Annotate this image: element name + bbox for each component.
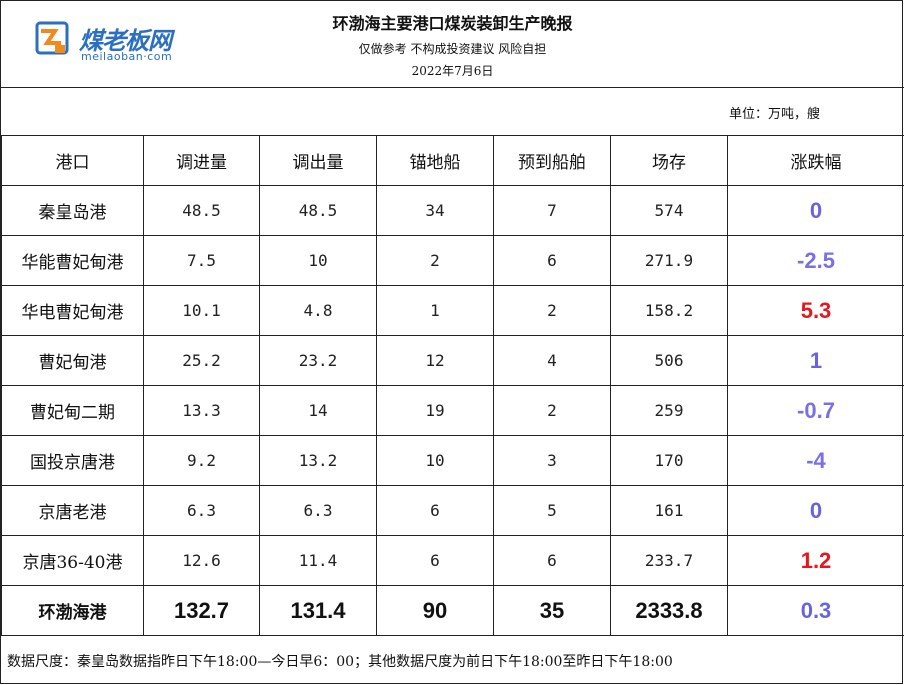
expected-cell: 6 xyxy=(493,235,611,286)
expected-cell: 3 xyxy=(493,435,611,486)
in-cell: 13.3 xyxy=(143,385,260,436)
stock-cell: 574 xyxy=(610,185,728,236)
out-cell: 6.3 xyxy=(259,485,377,536)
in-cell: 10.1 xyxy=(143,285,260,336)
total-row: 环渤海港 132.7 131.4 90 35 2333.8 0.3 xyxy=(1,585,904,636)
port-data-table: 港口 调进量 调出量 锚地船 预到船舶 场存 涨跌幅 秦皇岛港 48.5 48.5 3… xyxy=(1,135,904,636)
expected-cell: 7 xyxy=(493,185,611,236)
report-title: 环渤海主要港口煤炭装卸生产晚报 xyxy=(332,14,573,33)
stock-cell: 2333.8 xyxy=(610,585,728,636)
anchor-cell: 34 xyxy=(376,185,494,236)
change-cell: 0 xyxy=(727,485,904,536)
column-header-expected: 预到船舶 xyxy=(493,135,611,186)
out-cell: 13.2 xyxy=(259,435,377,486)
column-header-anchor: 锚地船 xyxy=(376,135,494,186)
expected-cell: 6 xyxy=(493,535,611,586)
logo-mark-icon xyxy=(35,21,69,55)
change-cell: 1 xyxy=(727,335,904,386)
change-cell: 5.3 xyxy=(727,285,904,336)
expected-cell: 2 xyxy=(493,385,611,436)
stock-cell: 158.2 xyxy=(610,285,728,336)
port-cell: 华能曹妃甸港 xyxy=(1,235,144,286)
change-cell: 0 xyxy=(727,185,904,236)
table-row: 曹妃甸港 25.2 23.2 12 4 506 1 xyxy=(1,335,904,386)
expected-cell: 4 xyxy=(493,335,611,386)
table-row: 秦皇岛港 48.5 48.5 34 7 574 0 xyxy=(1,185,904,236)
out-cell: 23.2 xyxy=(259,335,377,386)
column-header-stock: 场存 xyxy=(610,135,728,186)
port-cell: 京唐36-40港 xyxy=(1,535,144,586)
in-cell: 7.5 xyxy=(143,235,260,286)
anchor-cell: 6 xyxy=(376,485,494,536)
port-cell: 环渤海港 xyxy=(1,585,144,636)
in-cell: 6.3 xyxy=(143,485,260,536)
stock-cell: 259 xyxy=(610,385,728,436)
table-row: 曹妃甸二期 13.3 14 19 2 259 -0.7 xyxy=(1,385,904,436)
out-cell: 14 xyxy=(259,385,377,436)
column-header-out: 调出量 xyxy=(259,135,377,186)
site-logo[interactable]: 煤老板网 meilaoban·com xyxy=(35,21,205,65)
in-cell: 132.7 xyxy=(143,585,260,636)
anchor-cell: 6 xyxy=(376,535,494,586)
table-row: 京唐36-40港 12.6 11.4 6 6 233.7 1.2 xyxy=(1,535,904,586)
logo-text: 煤老板网 xyxy=(79,27,172,55)
port-cell: 秦皇岛港 xyxy=(1,185,144,236)
column-header-change: 涨跌幅 xyxy=(727,135,904,186)
column-header-in: 调进量 xyxy=(143,135,260,186)
port-cell: 华电曹妃甸港 xyxy=(1,285,144,336)
anchor-cell: 2 xyxy=(376,235,494,286)
in-cell: 25.2 xyxy=(143,335,260,386)
out-cell: 48.5 xyxy=(259,185,377,236)
change-cell: -0.7 xyxy=(727,385,904,436)
change-cell: 1.2 xyxy=(727,535,904,586)
table-header-row: 港口 调进量 调出量 锚地船 预到船舶 场存 涨跌幅 xyxy=(1,135,904,186)
table-row: 京唐老港 6.3 6.3 6 5 161 0 xyxy=(1,485,904,536)
in-cell: 9.2 xyxy=(143,435,260,486)
stock-cell: 161 xyxy=(610,485,728,536)
logo-url: meilaoban·com xyxy=(81,50,173,63)
anchor-cell: 10 xyxy=(376,435,494,486)
report-date: 2022年7月6日 xyxy=(411,64,494,78)
table-row: 华电曹妃甸港 10.1 4.8 1 2 158.2 5.3 xyxy=(1,285,904,336)
expected-cell: 5 xyxy=(493,485,611,536)
table-row: 华能曹妃甸港 7.5 10 2 6 271.9 -2.5 xyxy=(1,235,904,286)
change-cell: -4 xyxy=(727,435,904,486)
port-cell: 国投京唐港 xyxy=(1,435,144,486)
out-cell: 11.4 xyxy=(259,535,377,586)
stock-cell: 233.7 xyxy=(610,535,728,586)
table-row: 国投京唐港 9.2 13.2 10 3 170 -4 xyxy=(1,435,904,486)
in-cell: 12.6 xyxy=(143,535,260,586)
report-header: 煤老板网 meilaoban·com 环渤海主要港口煤炭装卸生产晚报 仅做参考 … xyxy=(1,1,904,88)
report-disclaimer: 仅做参考 不构成投资建议 风险自担 xyxy=(358,42,547,56)
unit-label: 单位：万吨，艘 xyxy=(728,107,820,122)
port-cell: 曹妃甸港 xyxy=(1,335,144,386)
anchor-cell: 12 xyxy=(376,335,494,386)
data-scope-footnote: 数据尺度：秦皇岛数据指昨日下午18:00—今日早6：00；其他数据尺度为前日下午… xyxy=(7,654,673,670)
expected-cell: 35 xyxy=(493,585,611,636)
in-cell: 48.5 xyxy=(143,185,260,236)
change-cell: 0.3 xyxy=(727,585,904,636)
stock-cell: 271.9 xyxy=(610,235,728,286)
stock-cell: 506 xyxy=(610,335,728,386)
anchor-cell: 1 xyxy=(376,285,494,336)
port-cell: 京唐老港 xyxy=(1,485,144,536)
expected-cell: 2 xyxy=(493,285,611,336)
anchor-cell: 90 xyxy=(376,585,494,636)
out-cell: 4.8 xyxy=(259,285,377,336)
out-cell: 131.4 xyxy=(259,585,377,636)
port-cell: 曹妃甸二期 xyxy=(1,385,144,436)
anchor-cell: 19 xyxy=(376,385,494,436)
change-cell: -2.5 xyxy=(727,235,904,286)
out-cell: 10 xyxy=(259,235,377,286)
stock-cell: 170 xyxy=(610,435,728,486)
column-header-port: 港口 xyxy=(1,135,144,186)
